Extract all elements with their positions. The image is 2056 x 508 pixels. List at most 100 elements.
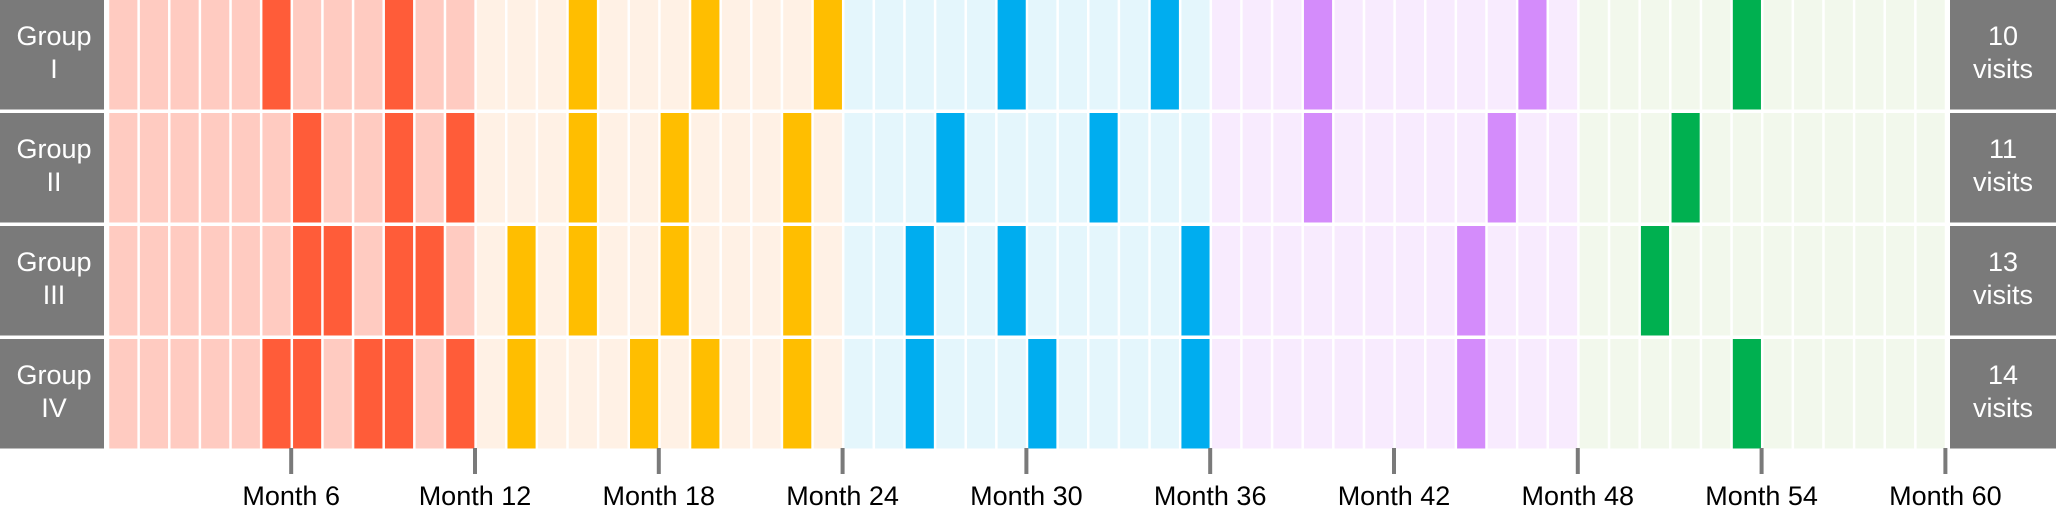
visit-count-box <box>1950 226 2056 336</box>
month-cell <box>630 0 659 110</box>
month-cell <box>1242 339 1271 449</box>
month-cell <box>721 339 751 449</box>
month-cell <box>170 339 199 449</box>
month-cell <box>936 0 965 110</box>
month-cell <box>538 113 567 223</box>
month-cell <box>415 0 444 110</box>
x-tick-label: Month 30 <box>970 481 1083 508</box>
month-cell <box>1824 339 1853 449</box>
month-cell <box>1058 113 1088 223</box>
month-cells <box>109 0 1945 449</box>
month-cell <box>1487 339 1516 449</box>
month-cell <box>997 113 1026 223</box>
month-cell <box>354 113 383 223</box>
month-cell <box>1610 0 1639 110</box>
visit-cell <box>1487 113 1516 223</box>
month-cell <box>1365 113 1394 223</box>
month-cell <box>1212 226 1241 336</box>
month-cell <box>231 339 260 449</box>
month-cell <box>1610 113 1639 223</box>
month-cell <box>1089 339 1118 449</box>
month-cell <box>1089 0 1118 110</box>
month-cell <box>1549 0 1578 110</box>
visit-cell <box>568 0 597 110</box>
month-cell <box>1426 226 1455 336</box>
month-cell <box>1579 339 1608 449</box>
visit-cell <box>507 226 536 336</box>
month-cell <box>1181 0 1210 110</box>
month-cell <box>905 0 934 110</box>
month-cell <box>538 339 567 449</box>
month-cell <box>691 113 720 223</box>
group-label-box <box>0 339 104 449</box>
month-cell <box>875 0 904 110</box>
visit-cell <box>293 339 322 449</box>
month-cell <box>752 339 781 449</box>
month-cell <box>1763 0 1792 110</box>
month-cell <box>1794 113 1823 223</box>
group-label-box <box>0 226 104 336</box>
month-cell <box>139 0 169 110</box>
x-tick-label: Month 36 <box>1154 481 1267 508</box>
month-cell <box>1028 113 1057 223</box>
month-cell <box>1885 339 1915 449</box>
month-cell <box>630 113 659 223</box>
month-cell <box>1702 226 1731 336</box>
month-cell <box>813 339 842 449</box>
month-cell <box>201 339 230 449</box>
month-cell <box>721 0 751 110</box>
visit-cell <box>323 226 352 336</box>
x-tick-label: Month 6 <box>242 481 340 508</box>
month-cell <box>1028 0 1057 110</box>
month-cell <box>231 226 260 336</box>
month-cell <box>1150 226 1179 336</box>
month-cell <box>721 113 751 223</box>
month-cell <box>1549 339 1578 449</box>
visit-cell <box>1028 339 1057 449</box>
month-cell <box>691 226 720 336</box>
month-cell <box>1885 113 1915 223</box>
month-cell <box>1334 0 1363 110</box>
visit-cell <box>446 113 475 223</box>
month-cell <box>1365 0 1394 110</box>
month-cell <box>1150 339 1179 449</box>
month-cell <box>1518 339 1547 449</box>
month-cell <box>446 226 475 336</box>
month-cell <box>1885 0 1915 110</box>
month-cell <box>139 226 169 336</box>
visit-cell <box>1303 113 1333 223</box>
month-cell <box>476 339 505 449</box>
month-cell <box>1855 0 1884 110</box>
month-cell <box>262 226 291 336</box>
month-cell <box>1916 0 1945 110</box>
month-cell <box>1671 0 1700 110</box>
visit-cell <box>997 0 1026 110</box>
month-cell <box>1916 339 1945 449</box>
month-cell <box>875 113 904 223</box>
visit-count-labels: 10 visits 11 visits 13 visits 14 visits <box>1950 0 2056 449</box>
month-cell <box>1671 339 1700 449</box>
month-cell <box>1487 226 1516 336</box>
month-cell <box>1365 226 1394 336</box>
month-cell <box>1794 0 1823 110</box>
month-cell <box>1212 0 1241 110</box>
visit-cell <box>660 113 689 223</box>
group-labels: Group I Group II Group III Group IV <box>0 0 104 449</box>
month-cell <box>905 113 934 223</box>
month-cell <box>354 226 383 336</box>
month-cell <box>1824 113 1853 223</box>
month-cell <box>170 0 199 110</box>
month-cell <box>538 0 567 110</box>
x-tick-label: Month 54 <box>1705 481 1818 508</box>
month-cell <box>997 339 1026 449</box>
month-cell <box>1702 339 1731 449</box>
visit-cell <box>1457 339 1486 449</box>
month-cell <box>813 226 842 336</box>
month-cell <box>139 113 169 223</box>
month-cell <box>599 113 628 223</box>
month-cell <box>1426 113 1455 223</box>
visit-count-box <box>1950 113 2056 223</box>
visit-cell <box>905 226 934 336</box>
month-cell <box>507 113 536 223</box>
month-cell <box>201 0 230 110</box>
